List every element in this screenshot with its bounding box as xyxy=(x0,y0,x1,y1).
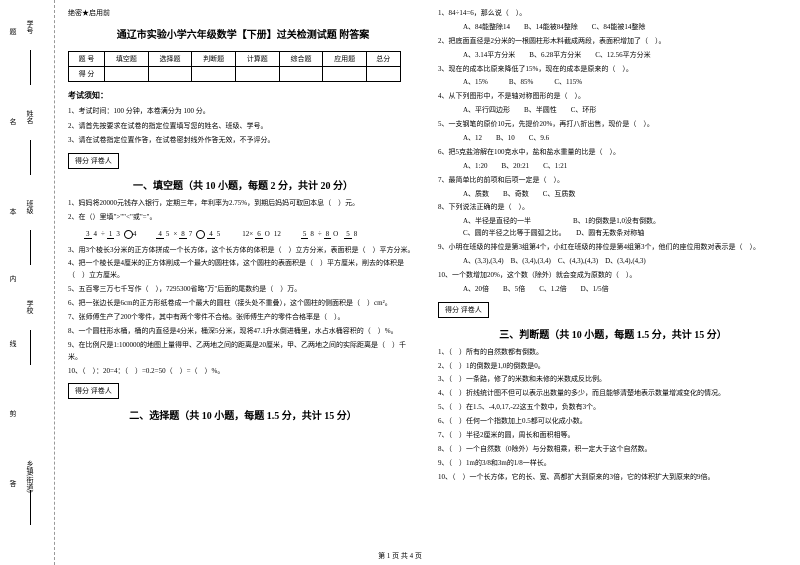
sidebar-line xyxy=(30,50,31,85)
confidential-header: 绝密★启用前 xyxy=(68,8,418,18)
notice-item: 2、请首先按要求在试卷的指定位置填写您的姓名、班级、学号。 xyxy=(68,120,418,133)
table-row: 得 分 xyxy=(69,67,401,82)
judge-q: 9、（ ）1m的3/8和3m的1/8一样长。 xyxy=(438,458,788,470)
mark: 答 xyxy=(8,480,18,487)
fill-q: 1、妈妈将20000元钱存入银行，定期三年，年利率为2.75%，到期后妈妈可取回… xyxy=(68,198,418,210)
judge-q: 4、（ ）折线统计图不但可以表示出数量的多少，而且能够清楚地表示数量增减变化的情… xyxy=(438,388,788,400)
judge-q: 1、（ ）所有的自然数都有倒数。 xyxy=(438,347,788,359)
th: 综合题 xyxy=(279,52,323,67)
left-column: 绝密★启用前 通辽市实验小学六年级数学【下册】过关检测试题 附答案 题 号 填空… xyxy=(60,0,430,565)
blank-circle[interactable] xyxy=(124,230,133,239)
choice-opts: A、15% B、85% C、115% xyxy=(456,77,788,89)
choice-q: 4、从下列图形中，不是轴对称图形的是（ ）。 xyxy=(438,91,788,103)
fill-q: 4、把一个棱长是4厘米的正方体削成一个最大的圆柱体，这个圆柱的表面积是（ ）平方… xyxy=(68,258,418,282)
choice-q: 9、小明在班级的排位是第3组第4个，小红在班级的排位是第4组第3个，他们的座位用… xyxy=(438,242,788,254)
score-table: 题 号 填空题 选择题 判断题 计算题 综合题 应用题 总分 得 分 xyxy=(68,51,401,82)
binding-sidebar: 学号 题 姓名 名 班级 本 内 学校 线 剪 乡镇(街道) 答 xyxy=(0,0,55,565)
th: 选择题 xyxy=(148,52,192,67)
sidebar-line xyxy=(30,330,31,365)
mark: 剪 xyxy=(8,410,18,417)
mark: 名 xyxy=(8,118,18,125)
sidebar-line xyxy=(30,140,31,175)
fill-q: 10、（ ）：20=4：（ ）=0.2=50（ ）=（ ）%。 xyxy=(68,366,418,378)
th: 总分 xyxy=(366,52,400,67)
judge-q: 5、（ ）在1.5、-4,0,17,-22这五个数中，负数有3个。 xyxy=(438,402,788,414)
eval-box: 得分 评卷人 xyxy=(438,302,489,318)
th: 判断题 xyxy=(192,52,236,67)
sidebar-line xyxy=(30,230,31,265)
notice-title: 考试须知： xyxy=(68,90,418,101)
judge-q: 2、（ ）1的倒数是1,0的倒数是0。 xyxy=(438,361,788,373)
choice-opts: A、12 B、10 C、9.6 xyxy=(456,133,788,145)
fill-q: 6、把一张边长是6cm的正方形纸卷成一个最大的圆柱（接头处不重叠），这个圆柱的侧… xyxy=(68,298,418,310)
judge-q: 6、（ ）任何一个指数加上0.5都可以化成小数。 xyxy=(438,416,788,428)
mark: 题 xyxy=(8,28,18,35)
choice-opts: A、1:20 B、20:21 C、1:21 xyxy=(456,161,788,173)
choice-q: 5、一支钢笔的原价10元，先提价20%，再打八折出售，现价是（ ）。 xyxy=(438,119,788,131)
choice-q: 1、84÷14=6，那么说（ ）。 xyxy=(438,8,788,20)
section-judge: 三、判断题（共 10 小题，每题 1.5 分，共计 15 分） xyxy=(438,326,788,341)
choice-opts: A、质数 B、奇数 C、互质数 xyxy=(456,189,788,201)
sidebar-label-town: 乡镇(街道) xyxy=(25,460,35,493)
sidebar-label-class: 班级 xyxy=(25,200,35,214)
main-content: 绝密★启用前 通辽市实验小学六年级数学【下册】过关检测试题 附答案 题 号 填空… xyxy=(60,0,800,565)
fill-q: 3、用3个棱长3分米的正方体拼成一个长方体，这个长方体的体积是（ ）立方分米，表… xyxy=(68,245,418,257)
sidebar-label-school: 学校 xyxy=(25,300,35,314)
judge-q: 3、（ ）一条路，修了的米数和未修的米数成反比例。 xyxy=(438,374,788,386)
exam-title: 通辽市实验小学六年级数学【下册】过关检测试题 附答案 xyxy=(68,26,418,41)
page-footer: 第 1 页 共 4 页 xyxy=(0,551,800,561)
choice-opts: A、半径是直径的一半 B、1的倒数是1,0没有倒数。 C、圆的半径之比等于圆弧之… xyxy=(456,216,788,240)
eval-box: 得分 评卷人 xyxy=(68,383,119,399)
sidebar-label-name: 姓名 xyxy=(25,110,35,124)
sidebar-line xyxy=(30,490,31,525)
judge-q: 10、（ ）一个长方体，它的长、宽、高都扩大到原来的3倍，它的体积扩大到原来的9… xyxy=(438,472,788,484)
choice-q: 10、一个数增加20%，这个数（除外）就会变成为原数的（ ）。 xyxy=(438,270,788,282)
mark: 本 xyxy=(8,208,18,215)
judge-q: 8、（ ）一个自然数（0除外）与分数相乘，积一定大于这个自然数。 xyxy=(438,444,788,456)
fill-q: 7、张师傅生产了200个零件，其中有两个零件不合格。张师傅生产的零件合格率是（ … xyxy=(68,312,418,324)
choice-opts: A、(3,3),(3,4) B、(3,4),(3,4) C、(4,3),(4,3… xyxy=(456,256,788,268)
th: 填空题 xyxy=(105,52,149,67)
notice-item: 1、考试时间：100 分钟，本卷满分为 100 分。 xyxy=(68,105,418,118)
mark: 线 xyxy=(8,340,18,347)
fraction-row: 34÷134 45×8745 12×6O12 58÷8O58 xyxy=(82,230,418,239)
th: 应用题 xyxy=(323,52,367,67)
choice-q: 3、现在的成本比原来降低了15%，现在的成本是原来的（ ）。 xyxy=(438,64,788,76)
choice-opts: A、20倍 B、5倍 C、1.2倍 D、1/5倍 xyxy=(456,284,788,296)
table-row: 题 号 填空题 选择题 判断题 计算题 综合题 应用题 总分 xyxy=(69,52,401,67)
th: 题 号 xyxy=(69,52,105,67)
fill-q: 5、五百零三万七千写作（ ），7295300省略"万"后面的尾数约是（ ）万。 xyxy=(68,284,418,296)
fill-q: 9、在比例尺是1:100000的地图上量得甲、乙两地之间的距离是20厘米，甲、乙… xyxy=(68,340,418,364)
eval-box: 得分 评卷人 xyxy=(68,153,119,169)
choice-q: 8、下列说法正确的是（ ）。 xyxy=(438,202,788,214)
fill-q: 2、在（）里填">""<"或"="。 xyxy=(68,212,418,224)
choice-opts: A、平行四边形 B、半圆性 C、环形 xyxy=(456,105,788,117)
right-column: 1、84÷14=6，那么说（ ）。 A、84能整除14 B、14能被84整除 C… xyxy=(430,0,800,565)
blank-circle[interactable] xyxy=(196,230,205,239)
choice-opts: A、3.14平方分米 B、6.28平方分米 C、12.56平方分米 xyxy=(456,50,788,62)
mark: 内 xyxy=(8,275,18,282)
choice-q: 6、把5克盐溶解在100克水中，盐和盐水重量的比是（ ）。 xyxy=(438,147,788,159)
choice-opts: A、84能整除14 B、14能被84整除 C、84能被14整除 xyxy=(456,22,788,34)
th: 计算题 xyxy=(235,52,279,67)
fill-q: 8、一个圆柱形水桶，桶的内直径是4分米，桶深5分米，现将47.1升水倒进桶里，水… xyxy=(68,326,418,338)
td: 得 分 xyxy=(69,67,105,82)
choice-q: 2、把底面直径是2分米的一根圆柱形木料截成两段，表面积增加了（ ）。 xyxy=(438,36,788,48)
section-choice: 二、选择题（共 10 小题，每题 1.5 分，共计 15 分） xyxy=(68,407,418,422)
notice-item: 3、请在试卷指定位置作答，在试卷密封线外作答无效，不予评分。 xyxy=(68,134,418,147)
section-fill: 一、填空题（共 10 小题，每题 2 分，共计 20 分） xyxy=(68,177,418,192)
judge-q: 7、（ ）半径2厘米的圆，周长和面积相等。 xyxy=(438,430,788,442)
sidebar-label-id: 学号 xyxy=(25,20,35,34)
choice-q: 7、最简单比的前项和后项一定是（ ）。 xyxy=(438,175,788,187)
